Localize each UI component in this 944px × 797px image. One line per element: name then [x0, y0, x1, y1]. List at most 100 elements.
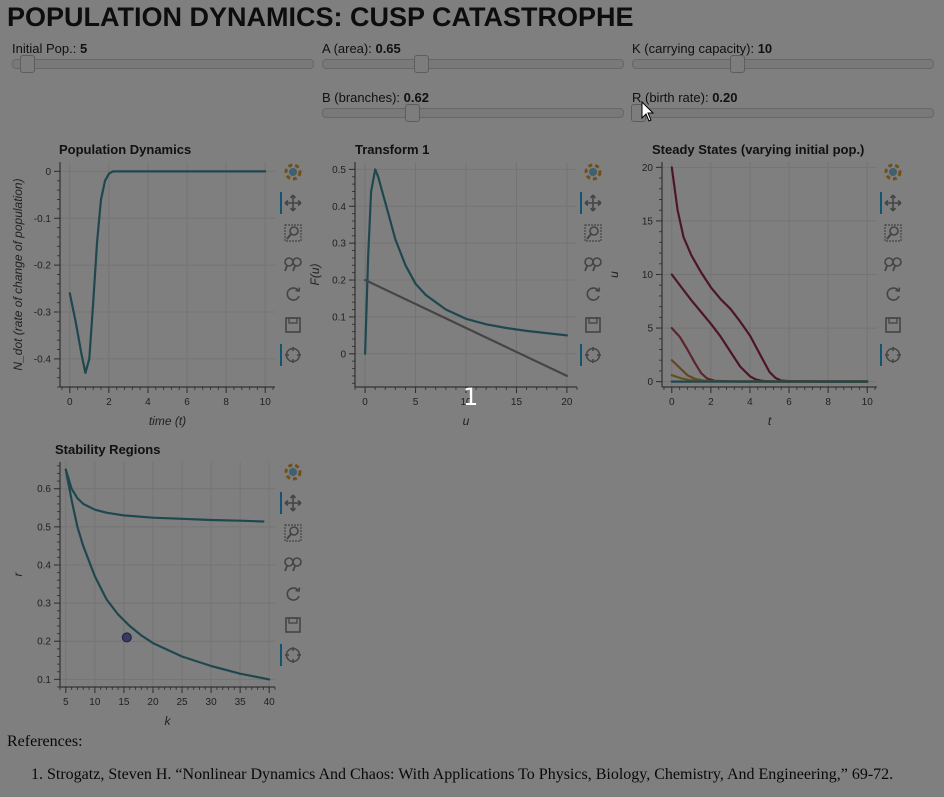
stability-regions-chart[interactable]: 5 10 15 20 25 30 35 40 0.1 0.2 0.3 0.4 0.5 0.6 k r: [8, 457, 278, 747]
x-tick-label: 15: [118, 697, 130, 708]
reset-icon[interactable]: [282, 583, 304, 605]
y-tick-label: 0.2: [332, 276, 346, 287]
bokeh-logo-icon[interactable]: [582, 161, 604, 183]
x-tick-label: 0: [362, 397, 368, 408]
x-tick-label: 20: [147, 697, 159, 708]
birth-rate-label: R (birth rate): 0.20: [632, 90, 738, 105]
carrying-capacity-slider[interactable]: K (carrying capacity): 10: [632, 41, 934, 81]
area-label: A (area): 0.65: [322, 41, 401, 56]
y-tick-label: 0.3: [332, 239, 346, 250]
plot-toolbar[interactable]: [580, 161, 606, 375]
references-list: Strogatz, Steven H. “Nonlinear Dynamics …: [31, 766, 893, 784]
y-tick-label: 15: [642, 216, 654, 227]
x-tick-label: 15: [511, 397, 523, 408]
y-tick-label: -0.4: [34, 354, 52, 365]
bokeh-logo-icon[interactable]: [282, 161, 304, 183]
branches-track[interactable]: [322, 108, 624, 118]
y-axis-label: N_dot (rate of change of population): [11, 178, 25, 370]
initial-pop-label: Initial Pop.: 5: [12, 41, 88, 56]
plot-title: Steady States (varying initial pop.): [652, 142, 865, 157]
x-tick-label: 0: [669, 397, 675, 408]
reset-icon[interactable]: [282, 283, 304, 305]
plot-background: [60, 162, 275, 387]
hover-icon[interactable]: [580, 344, 604, 366]
save-icon[interactable]: [882, 314, 904, 336]
birth-rate-value: 0.20: [712, 90, 738, 105]
wheel-zoom-icon[interactable]: [882, 253, 904, 275]
y-tick-label: 0.1: [332, 312, 346, 323]
y-tick-label: -0.2: [34, 261, 52, 272]
branches-slider[interactable]: B (branches): 0.62: [322, 90, 624, 130]
wheel-zoom-icon[interactable]: [282, 553, 304, 575]
plot-area[interactable]: 5 10 15 20 25 30 35 40 0.1 0.2 0.3 0.4 0.5 0.6 k r: [11, 462, 276, 728]
reference-item: Strogatz, Steven H. “Nonlinear Dynamics …: [31, 766, 893, 784]
hover-icon[interactable]: [880, 344, 904, 366]
pan-icon[interactable]: [280, 491, 304, 514]
birth-rate-slider[interactable]: R (birth rate): 0.20: [631, 90, 934, 130]
steady-states-chart[interactable]: 0 2 4 6 8 10 0 5 10 15 20 t u: [604, 157, 879, 447]
bokeh-logo-icon[interactable]: [282, 461, 304, 483]
plot-toolbar[interactable]: [280, 461, 306, 675]
area-handle[interactable]: [414, 55, 429, 73]
reset-icon[interactable]: [582, 283, 604, 305]
plot-area[interactable]: 0 2 4 6 8 10 0 -0.1 -0.2 -0.3 -0.4 time (t) N_dot (r…: [11, 162, 275, 428]
initial-pop-handle[interactable]: [20, 55, 35, 73]
x-tick-label: 6: [786, 397, 792, 408]
y-tick-label: 0.5: [37, 522, 51, 533]
y-tick-label: 0.4: [37, 560, 51, 571]
x-tick-label: 20: [561, 397, 573, 408]
x-tick-label: 10: [89, 697, 101, 708]
box-zoom-icon[interactable]: [282, 222, 304, 244]
plot-toolbar[interactable]: [880, 161, 906, 375]
hover-icon[interactable]: [280, 344, 304, 366]
box-zoom-icon[interactable]: [882, 222, 904, 244]
x-tick-label: 6: [184, 397, 190, 408]
population-dynamics-chart[interactable]: 0 2 4 6 8 10 0 -0.1 -0.2 -0.3 -0.4 time (t) N_dot (r…: [8, 157, 278, 447]
box-zoom-icon[interactable]: [582, 222, 604, 244]
initial-pop-slider[interactable]: Initial Pop.: 5: [12, 41, 314, 81]
y-tick-label: 0: [45, 167, 51, 178]
hover-icon[interactable]: [280, 644, 304, 666]
carrying-capacity-handle[interactable]: [730, 55, 745, 73]
y-tick-label: 0.3: [37, 599, 51, 610]
pan-icon[interactable]: [880, 191, 904, 214]
plot-title: Population Dynamics: [59, 142, 192, 157]
carrying-capacity-value: 10: [757, 41, 773, 56]
reset-icon[interactable]: [882, 283, 904, 305]
wheel-zoom-icon[interactable]: [282, 253, 304, 275]
plot-area[interactable]: 0 2 4 6 8 10 0 5 10 15 20 t u: [607, 162, 877, 428]
x-tick-label: 30: [206, 697, 218, 708]
overlay-counter: 1: [463, 383, 479, 411]
y-tick-label: 0.5: [332, 165, 346, 176]
x-axis-label: k: [165, 714, 172, 728]
y-tick-label: 0.4: [332, 202, 346, 213]
pan-icon[interactable]: [580, 191, 604, 214]
x-axis-label: time (t): [149, 414, 186, 428]
pan-icon[interactable]: [280, 191, 304, 214]
area-slider[interactable]: A (area): 0.65: [322, 41, 624, 81]
area-track[interactable]: [322, 59, 624, 69]
save-icon[interactable]: [282, 614, 304, 636]
x-tick-label: 10: [862, 397, 874, 408]
branches-handle[interactable]: [405, 104, 420, 122]
save-icon[interactable]: [282, 314, 304, 336]
carrying-capacity-track[interactable]: [632, 59, 934, 69]
save-icon[interactable]: [582, 314, 604, 336]
initial-pop-value: 5: [79, 41, 88, 56]
carrying-capacity-label: K (carrying capacity): 10: [632, 41, 773, 56]
x-axis-label: t: [768, 414, 772, 428]
birth-rate-track[interactable]: [632, 108, 934, 118]
y-tick-label: 0.1: [37, 675, 51, 686]
wheel-zoom-icon[interactable]: [582, 253, 604, 275]
y-axis-label: r: [11, 572, 25, 577]
plot-toolbar[interactable]: [280, 161, 306, 375]
y-axis-label: F(u): [308, 264, 322, 286]
plot-background: [60, 462, 275, 687]
box-zoom-icon[interactable]: [282, 522, 304, 544]
initial-pop-track[interactable]: [12, 59, 314, 69]
y-tick-label: -0.1: [34, 214, 52, 225]
data-point-marker[interactable]: [121, 632, 132, 643]
bokeh-logo-icon[interactable]: [882, 161, 904, 183]
